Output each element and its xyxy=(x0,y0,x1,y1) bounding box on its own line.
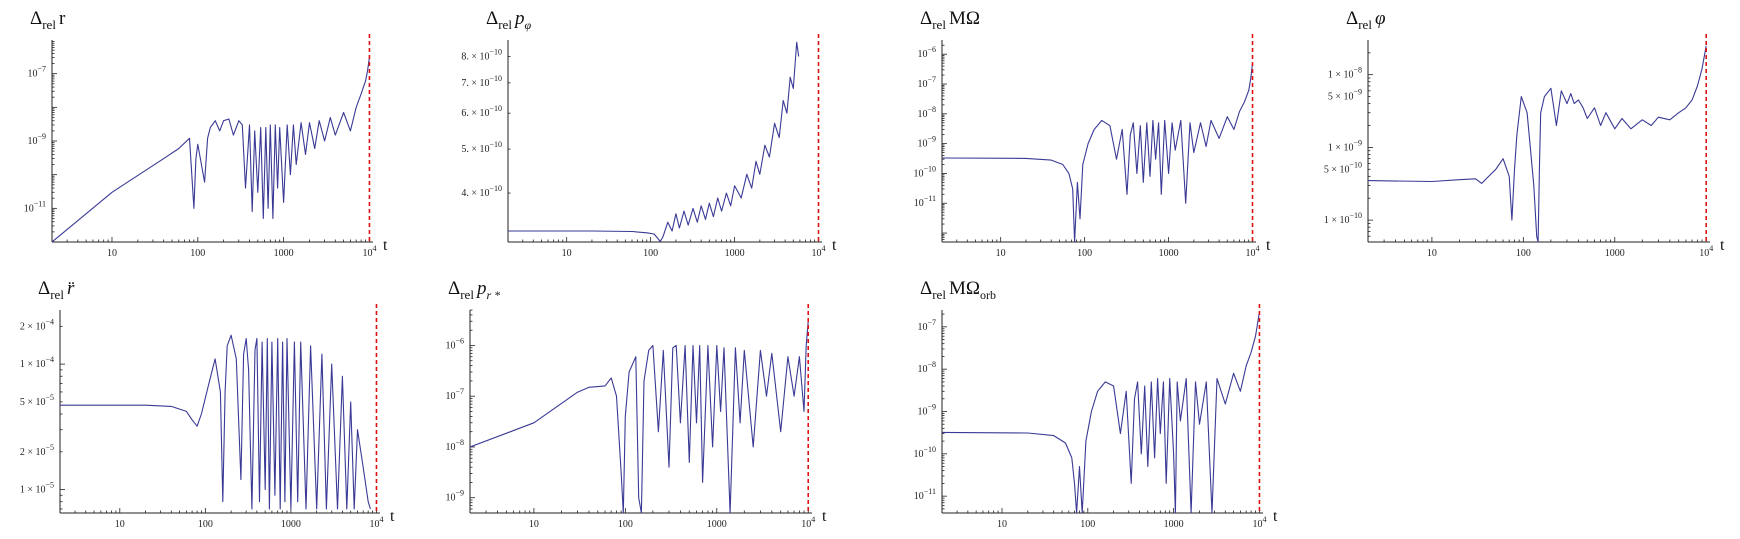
x-axis-label: t xyxy=(1273,508,1278,525)
x-tick-label: 100 xyxy=(190,248,205,259)
y-tick-label: 1 × 10−10 xyxy=(1324,211,1362,226)
x-tick-label: 10 xyxy=(107,248,117,259)
x-tick-label: 100 xyxy=(1077,248,1092,259)
x-tick-label: 104 xyxy=(369,515,383,530)
x-tick-label: 10 xyxy=(997,519,1007,530)
x-tick-label: 10 xyxy=(529,519,539,530)
x-tick-label: 1000 xyxy=(707,519,727,530)
y-tick-label: 5. × 10−10 xyxy=(461,140,502,155)
panel-MOmegaorb: 10 100 1000 104 10−11 10−10 10−9 10−8 10−7 t Δrel M… xyxy=(913,278,1278,530)
series-line xyxy=(1368,45,1707,242)
panel-title: Δrel MΩ xyxy=(920,8,980,32)
y-tick-label: 5 × 10−10 xyxy=(1324,160,1362,175)
y-tick-label: 10−11 xyxy=(914,487,936,502)
series-line xyxy=(942,312,1260,513)
panel-pphi: 10 100 1000 104 4. × 10−10 5. × 10−10 6. × 10−… xyxy=(461,8,837,259)
x-axis-label: t xyxy=(390,508,395,525)
series-line xyxy=(508,41,800,242)
x-tick-label: 1000 xyxy=(274,248,294,259)
y-tick-label: 10−7 xyxy=(27,65,46,80)
panel-title: Δrel pr * xyxy=(448,278,500,302)
y-tick-label: 10−7 xyxy=(445,387,464,402)
series-line xyxy=(942,63,1254,242)
y-tick-label: 2 × 10−4 xyxy=(20,317,54,332)
x-axis-label: t xyxy=(383,237,388,254)
y-tick-label: 10−8 xyxy=(917,360,936,375)
x-tick-label: 10 xyxy=(1427,248,1437,259)
y-tick-label: 6. × 10−10 xyxy=(461,104,502,119)
y-tick-label: 5 × 10−5 xyxy=(20,393,54,408)
y-tick-label: 10−9 xyxy=(917,135,936,150)
x-axis-label: t xyxy=(1266,237,1271,254)
x-tick-label: 104 xyxy=(1699,244,1713,259)
x-axis-label: t xyxy=(832,237,837,254)
panel-rddot: 10 100 1000 104 1 × 10−5 2 × 10−5 5 × 10−5 1 × … xyxy=(20,278,395,530)
panel-title: Δrel r̈ xyxy=(38,278,75,302)
y-tick-label: 10−9 xyxy=(27,132,46,147)
x-tick-label: 10 xyxy=(562,248,572,259)
series-line xyxy=(60,334,371,510)
y-tick-label: 10−9 xyxy=(917,403,936,418)
y-tick-label: 10−9 xyxy=(445,489,464,504)
panel-r: 10 100 1000 104 10−11 10−9 10−7 t Δrel r xyxy=(24,8,388,259)
y-tick-label: 10−8 xyxy=(445,438,464,453)
y-tick-label: 10−7 xyxy=(917,318,936,333)
y-tick-label: 5 × 10−9 xyxy=(1328,88,1362,103)
x-tick-label: 104 xyxy=(812,244,826,259)
y-tick-label: 4. × 10−10 xyxy=(461,184,502,199)
panel-MOmega: 10 100 1000 104 10−11 10−10 10−9 10−8 10−7 10−6 t Δ… xyxy=(913,8,1271,259)
x-tick-label: 104 xyxy=(1246,244,1260,259)
x-axis-label: t xyxy=(1720,237,1725,254)
y-tick-label: 8. × 10−10 xyxy=(461,48,502,63)
y-tick-label: 1 × 10−9 xyxy=(1328,138,1362,153)
x-axis-label: t xyxy=(822,508,827,525)
panel-title: Δrel MΩorb xyxy=(920,278,996,302)
y-tick-label: 10−10 xyxy=(913,445,936,460)
series-line xyxy=(470,321,809,513)
y-tick-label: 2 × 10−5 xyxy=(20,443,54,458)
x-tick-label: 1000 xyxy=(1159,248,1179,259)
x-tick-label: 100 xyxy=(1080,519,1095,530)
y-tick-label: 1 × 10−5 xyxy=(20,481,54,496)
y-tick-label: 10−11 xyxy=(914,194,936,209)
panel-prstar: 10 100 1000 104 10−9 10−8 10−7 10−6 t Δrel pr * xyxy=(445,278,827,530)
x-tick-label: 100 xyxy=(643,248,658,259)
x-tick-label: 104 xyxy=(1252,515,1266,530)
x-tick-label: 1000 xyxy=(1164,519,1184,530)
x-tick-label: 1000 xyxy=(281,519,301,530)
y-tick-label: 1 × 10−4 xyxy=(20,355,54,370)
y-tick-label: 10−11 xyxy=(24,199,46,214)
y-tick-label: 10−6 xyxy=(917,45,936,60)
x-tick-label: 100 xyxy=(618,519,633,530)
panel-title: Δrel φ xyxy=(1346,8,1385,32)
x-tick-label: 100 xyxy=(1516,248,1531,259)
panel-phi: 10 100 1000 104 1 × 10−10 5 × 10−10 1 × 10−9 5 … xyxy=(1324,8,1725,259)
y-tick-label: 10−7 xyxy=(917,75,936,90)
x-tick-label: 104 xyxy=(801,515,815,530)
y-tick-label: 1 × 10−8 xyxy=(1328,66,1362,81)
x-tick-label: 1000 xyxy=(725,248,745,259)
y-tick-label: 10−10 xyxy=(913,164,936,179)
series-line xyxy=(52,57,370,242)
x-tick-label: 10 xyxy=(115,519,125,530)
y-tick-label: 10−6 xyxy=(445,336,464,351)
x-tick-label: 100 xyxy=(198,519,213,530)
panel-title: Δrel pφ xyxy=(486,8,531,32)
panel-title: Δrel r xyxy=(30,8,66,32)
x-tick-label: 104 xyxy=(362,244,376,259)
y-tick-label: 10−8 xyxy=(917,105,936,120)
y-tick-label: 7. × 10−10 xyxy=(461,74,502,89)
x-tick-label: 1000 xyxy=(1605,248,1625,259)
x-tick-label: 10 xyxy=(996,248,1006,259)
